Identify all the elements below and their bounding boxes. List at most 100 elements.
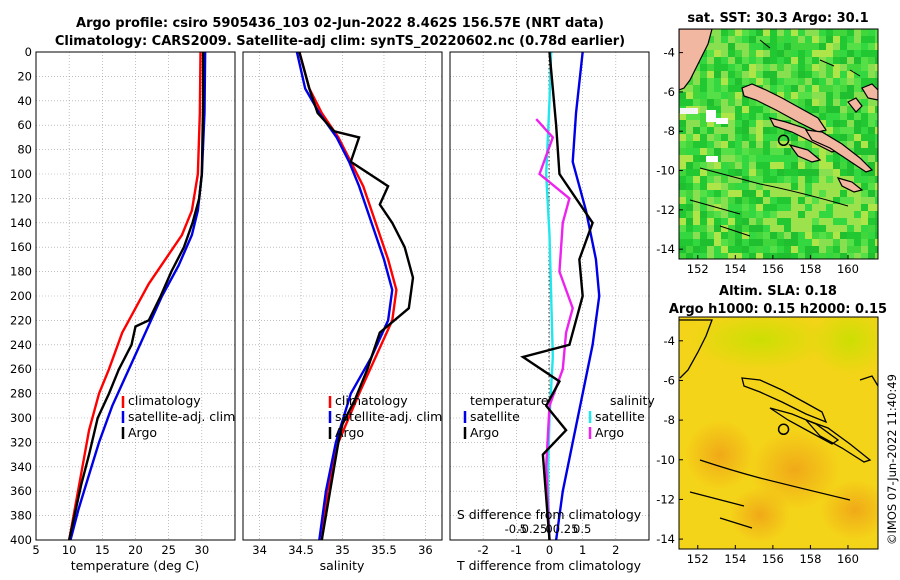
sst-cell	[798, 155, 805, 162]
sst-cell	[763, 36, 770, 43]
sst-cell	[812, 169, 819, 176]
sst-cell	[763, 225, 770, 232]
difference-legend-temperature: temperature satellite Argo	[463, 393, 549, 440]
depth-tick-labels: 0 20 40 60 80 100 120 140 160 180 200 220 240 260 280 3…	[10, 45, 32, 547]
sst-cell	[840, 92, 847, 99]
sst-cell	[777, 218, 784, 225]
sst-cell	[756, 183, 763, 190]
sst-cell	[861, 78, 868, 85]
sst-cell	[868, 113, 875, 120]
sst-cell	[735, 106, 742, 113]
sst-cell	[721, 239, 728, 246]
sst-cell	[735, 169, 742, 176]
sst-cell	[805, 197, 812, 204]
sst-cell	[861, 155, 868, 162]
difference-legend-salinity: salinity satellite Argo	[588, 393, 655, 440]
sst-cell	[721, 148, 728, 155]
sst-cell	[693, 218, 700, 225]
sst-cell	[756, 113, 763, 120]
sst-cell	[735, 225, 742, 232]
sst-cell	[875, 120, 878, 127]
sst-cell	[847, 78, 854, 85]
sst-cell	[721, 190, 728, 197]
sst-cell	[861, 197, 868, 204]
sst-cell	[728, 176, 735, 183]
sst-cell	[756, 197, 763, 204]
sst-cell	[756, 218, 763, 225]
sst-cell	[791, 225, 798, 232]
sst-cell	[840, 50, 847, 57]
lat-label: -12	[656, 492, 675, 506]
sst-cell	[714, 106, 721, 113]
sst-cell	[854, 232, 861, 239]
sst-cell	[742, 134, 749, 141]
sst-cell	[700, 253, 707, 259]
sst-cell	[868, 197, 875, 204]
sst-cell	[770, 246, 777, 253]
sst-cell	[756, 232, 763, 239]
sst-cell	[749, 190, 756, 197]
sst-cell	[861, 211, 868, 218]
x-tick-label: 0	[546, 543, 553, 557]
sst-cell	[742, 113, 749, 120]
sst-cell	[763, 43, 770, 50]
sst-cell	[833, 155, 840, 162]
sst-cell	[826, 253, 833, 259]
sst-cell	[854, 211, 861, 218]
temperature-panel: 0 20 40 60 80 100 120 140 160 180 200 220 240 260 280 3…	[10, 45, 236, 573]
y-tick-label: 0	[25, 45, 32, 59]
sst-cell	[679, 155, 686, 162]
sst-cell	[700, 92, 707, 99]
sst-cell	[777, 204, 784, 211]
sst-cell	[798, 29, 805, 36]
sst-cell	[847, 64, 854, 71]
sst-cell	[756, 169, 763, 176]
sst-cell	[735, 71, 742, 78]
sst-cell	[707, 253, 714, 259]
sst-cell	[693, 183, 700, 190]
sst-cell	[784, 169, 791, 176]
sst-cell	[784, 29, 791, 36]
sst-cell	[763, 155, 770, 162]
sst-cell	[833, 43, 840, 50]
sst-cell	[847, 141, 854, 148]
sst-cell	[700, 204, 707, 211]
sst-cell	[784, 78, 791, 85]
sst-cell	[791, 85, 798, 92]
sst-cell	[735, 246, 742, 253]
sst-cell	[749, 239, 756, 246]
sst-cell	[847, 197, 854, 204]
sst-cell	[693, 253, 700, 259]
sst-cell	[861, 50, 868, 57]
sst-cell	[791, 29, 798, 36]
sst-cell	[798, 253, 805, 259]
s-diff-tick-label: 0.25	[553, 522, 579, 536]
sst-cell	[749, 64, 756, 71]
sst-cell	[679, 218, 686, 225]
sst-cell	[868, 211, 875, 218]
sst-cell	[714, 64, 721, 71]
sst-cell	[735, 113, 742, 120]
sst-cell	[749, 148, 756, 155]
sst-cell	[749, 99, 756, 106]
sst-cell	[728, 246, 735, 253]
lat-label: -14	[656, 532, 675, 546]
sst-cell	[840, 78, 847, 85]
sst-cell	[763, 211, 770, 218]
sst-cell	[819, 113, 826, 120]
legend-argo: Argo	[335, 425, 364, 440]
sst-cell	[707, 64, 714, 71]
sst-cell	[735, 43, 742, 50]
sst-cell	[812, 78, 819, 85]
sst-cell	[763, 29, 770, 36]
sst-cell	[749, 197, 756, 204]
sst-cell	[728, 43, 735, 50]
sst-cell	[833, 71, 840, 78]
sst-cell	[868, 64, 875, 71]
sst-cell	[679, 197, 686, 204]
sst-cell	[686, 197, 693, 204]
sst-cell	[749, 43, 756, 50]
sst-cell	[798, 57, 805, 64]
sst-cell	[847, 162, 854, 169]
legend-satellite-adj: satellite-adj. clim	[335, 409, 442, 424]
